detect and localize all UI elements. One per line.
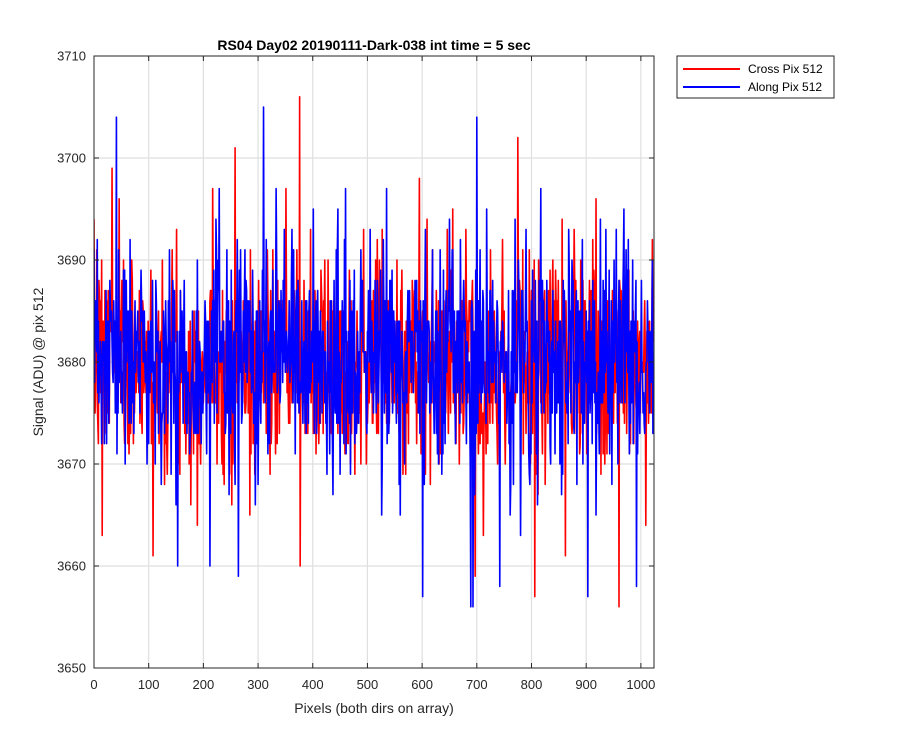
x-axis-label: Pixels (both dirs on array) <box>294 700 454 716</box>
y-tick-label: 3660 <box>57 559 86 574</box>
plot-clip <box>94 96 654 608</box>
x-tick-label: 1000 <box>626 677 655 692</box>
x-tick-label: 700 <box>466 677 488 692</box>
x-tick-label: 300 <box>247 677 269 692</box>
x-tick-label: 400 <box>302 677 324 692</box>
y-tick-label: 3680 <box>57 355 86 370</box>
series-line-along-pix-512 <box>94 106 654 608</box>
legend-label-cross: Cross Pix 512 <box>748 62 823 76</box>
x-axis-ticks: 0 100 200 300 400 500 600 700 800 900 1000 <box>90 56 655 692</box>
chart-title: RS04 Day02 20190111-Dark-038 int time = … <box>217 37 530 53</box>
x-tick-label: 100 <box>138 677 160 692</box>
y-tick-label: 3690 <box>57 253 86 268</box>
y-axis-ticks: 3650 3660 3670 3680 3690 3700 3710 <box>57 49 654 676</box>
legend-label-along: Along Pix 512 <box>748 80 822 94</box>
y-axis-label: Signal (ADU) @ pix 512 <box>30 287 46 436</box>
legend: Cross Pix 512 Along Pix 512 <box>676 55 835 99</box>
y-tick-label: 3650 <box>57 661 86 676</box>
y-tick-label: 3670 <box>57 457 86 472</box>
legend-box <box>676 55 835 99</box>
x-tick-label: 200 <box>193 677 215 692</box>
y-tick-label: 3700 <box>57 151 86 166</box>
y-tick-label: 3710 <box>57 49 86 64</box>
x-tick-label: 0 <box>90 677 97 692</box>
x-tick-label: 800 <box>521 677 543 692</box>
x-tick-label: 500 <box>357 677 379 692</box>
x-tick-label: 600 <box>411 677 433 692</box>
x-tick-label: 900 <box>575 677 597 692</box>
